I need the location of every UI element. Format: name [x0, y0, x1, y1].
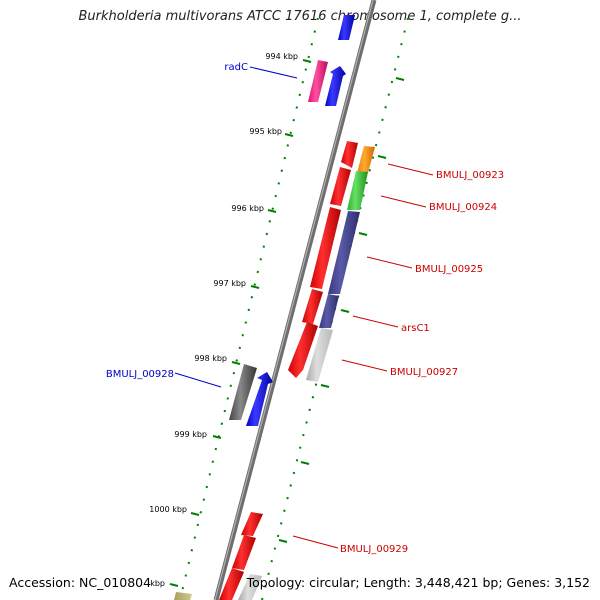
leader-BMULJ_00924 — [380, 195, 427, 208]
leader-BMULJ_00923 — [387, 163, 434, 176]
tick-label-995: 995 kbp — [249, 127, 282, 136]
chromosome-backbone — [213, 0, 377, 600]
tick-label-997: 997 kbp — [213, 279, 246, 288]
chromosome-backbone-highlight — [214, 0, 374, 600]
gene-red-7 — [219, 568, 244, 600]
gene-bottom-olive — [174, 592, 192, 600]
label-BMULJ_00925: BMULJ_00925 — [415, 264, 483, 275]
leader-radC — [249, 66, 298, 79]
tick-labels: 994 kbp 995 kbp 996 kbp 997 kbp 998 kbp … — [149, 52, 298, 588]
tick-1001 — [169, 583, 179, 587]
gene-red-2 — [330, 167, 351, 206]
gene-arsC1 — [319, 294, 339, 328]
tick-996 — [267, 209, 277, 213]
gene-red-4 — [302, 289, 323, 324]
gene-radC-neighbor — [308, 60, 328, 102]
leader-BMULJ_00928 — [174, 372, 222, 388]
label-BMULJ_00927: BMULJ_00927 — [390, 367, 458, 378]
forward-genes — [174, 15, 355, 600]
label-BMULJ_00929: BMULJ_00929 — [340, 544, 408, 555]
reverse-genes — [219, 141, 375, 600]
leader-arsC1 — [352, 315, 399, 328]
leader-BMULJ_00925 — [366, 256, 413, 269]
leader-BMULJ_00927 — [341, 359, 388, 372]
gene-red-1 — [341, 141, 358, 168]
gene-red-6 — [241, 512, 263, 536]
label-leaders — [174, 66, 434, 549]
tick-label-994: 994 kbp — [265, 52, 298, 61]
gene-BMULJ_00929 — [232, 535, 256, 570]
label-BMULJ_00924: BMULJ_00924 — [429, 202, 497, 213]
tick-997 — [250, 285, 260, 289]
gene-bottom-gray — [238, 574, 262, 600]
label-BMULJ_00923: BMULJ_00923 — [436, 170, 504, 181]
gene-BMULJ_00924 — [347, 171, 368, 210]
label-BMULJ_00928: BMULJ_00928 — [106, 369, 174, 380]
tick-label-999: 999 kbp — [174, 430, 207, 439]
tick-999 — [212, 435, 222, 439]
accession-text: Accession: NC_010804 — [9, 575, 152, 590]
outer-major-ticks — [278, 77, 405, 543]
tick-994 — [302, 59, 312, 63]
tick-998 — [231, 361, 241, 365]
leader-BMULJ_00929 — [292, 535, 339, 549]
gene-red-5 — [288, 322, 318, 378]
gene-BMULJ_00925 — [328, 211, 360, 294]
map-title: Burkholderia multivorans ATCC 17616 chro… — [78, 9, 522, 24]
tick-label-1000: 1000 kbp — [149, 505, 187, 514]
major-ticks — [169, 59, 312, 587]
tick-1000 — [190, 512, 200, 516]
gene-radC — [325, 66, 346, 106]
tick-995 — [284, 133, 294, 137]
gene-forward-top — [338, 15, 355, 40]
gene-BMULJ_00923 — [357, 146, 375, 173]
topology-stats-text: Topology: circular; Length: 3,448,421 bp… — [246, 575, 590, 590]
gene-labels: radC BMULJ_00928 BMULJ_00923 BMULJ_00924… — [106, 62, 504, 555]
label-arsC1: arsC1 — [401, 323, 430, 334]
tick-label-998: 998 kbp — [194, 354, 227, 363]
gene-BMULJ_00928 — [246, 372, 273, 426]
gene-BMULJ_00928-neighbor — [229, 364, 257, 420]
label-radC: radC — [224, 62, 248, 73]
gene-BMULJ_00927 — [306, 328, 333, 382]
tick-label-1001: kbp — [150, 579, 165, 588]
inner-tick-ruler — [179, 17, 319, 600]
gene-red-3 — [310, 207, 341, 289]
tick-label-996: 996 kbp — [231, 204, 264, 213]
